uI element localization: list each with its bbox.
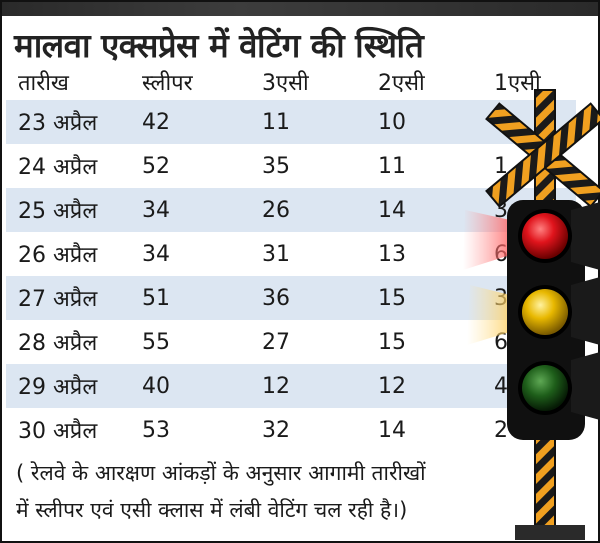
cell-date: 26 अप्रैल	[6, 232, 130, 276]
table-row: 25 अप्रैल 34 26 14 3	[6, 188, 576, 232]
cell-date: 30 अप्रैल	[6, 408, 130, 452]
table-row: 27 अप्रैल 51 36 15 3	[6, 276, 576, 320]
cell-date: 27 अप्रैल	[6, 276, 130, 320]
cell-2ac: 10	[366, 100, 482, 144]
cell-2ac: 11	[366, 144, 482, 188]
cell-sleeper: 52	[130, 144, 250, 188]
cell-sleeper: 34	[130, 188, 250, 232]
footnote: ( रेलवे के आरक्षण आंकड़ों के अनुसार आगाम…	[16, 455, 486, 529]
cell-3ac: 27	[250, 320, 366, 364]
waiting-table: तारीख स्लीपर 3एसी 2एसी 1एसी 23 अप्रैल 42…	[6, 64, 576, 452]
header-1ac: 1एसी	[494, 71, 541, 96]
header-date: तारीख	[18, 71, 69, 96]
cell-date: 28 अप्रैल	[6, 320, 130, 364]
cell-3ac: 12	[250, 364, 366, 408]
cell-sleeper: 51	[130, 276, 250, 320]
cell-date: 24 अप्रैल	[6, 144, 130, 188]
header-2ac: 2एसी	[378, 71, 425, 96]
top-photo-strip	[0, 0, 600, 16]
cell-sleeper: 34	[130, 232, 250, 276]
cell-3ac: 31	[250, 232, 366, 276]
cell-2ac: 15	[366, 320, 482, 364]
cell-sleeper: 40	[130, 364, 250, 408]
header-3ac: 3एसी	[262, 71, 309, 96]
cell-date: 29 अप्रैल	[6, 364, 130, 408]
cell-date: 23 अप्रैल	[6, 100, 130, 144]
cell-2ac: 12	[366, 364, 482, 408]
header-sleeper: स्लीपर	[142, 71, 193, 96]
cell-3ac: 11	[250, 100, 366, 144]
cell-2ac: 13	[366, 232, 482, 276]
footnote-line-1: ( रेलवे के आरक्षण आंकड़ों के अनुसार आगाम…	[16, 461, 426, 485]
cell-3ac: 26	[250, 188, 366, 232]
cell-2ac: 15	[366, 276, 482, 320]
table-row: 30 अप्रैल 53 32 14 2	[6, 408, 576, 452]
cell-sleeper: 53	[130, 408, 250, 452]
cell-2ac: 14	[366, 408, 482, 452]
cell-3ac: 35	[250, 144, 366, 188]
signal-icon	[463, 89, 600, 540]
cell-sleeper: 42	[130, 100, 250, 144]
cell-2ac: 14	[366, 188, 482, 232]
cell-sleeper: 55	[130, 320, 250, 364]
cell-3ac: 32	[250, 408, 366, 452]
table-header-row: तारीख स्लीपर 3एसी 2एसी 1एसी	[6, 64, 576, 100]
footnote-line-2: में स्लीपर एवं एसी क्लास में लंबी वेटिंग…	[16, 498, 408, 522]
cell-date: 25 अप्रैल	[6, 188, 130, 232]
page-title: मालवा एक्सप्रेस में वेटिंग की स्थिति	[14, 26, 424, 65]
cell-3ac: 36	[250, 276, 366, 320]
